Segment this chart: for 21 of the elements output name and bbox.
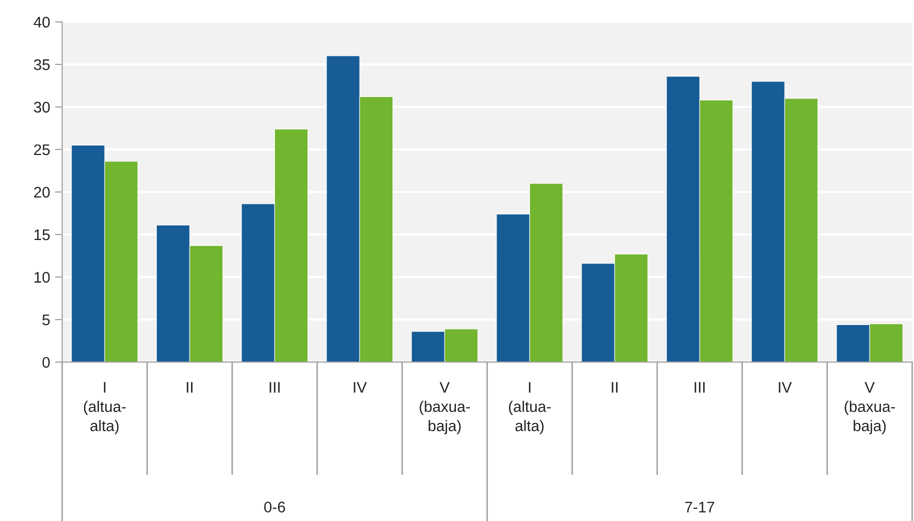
x-tick-label: III — [270, 382, 280, 393]
y-tick-label: 10 — [34, 272, 50, 283]
y-tick-label: 30 — [34, 102, 50, 113]
y-tick-label: 20 — [34, 186, 50, 198]
x-tick-label: III — [694, 382, 705, 393]
text: 0-6 — [264, 502, 286, 512]
x-tick-label: IV — [354, 382, 367, 393]
y-tick-label: 25 — [34, 144, 50, 156]
y-tick-label: 0 — [42, 356, 50, 368]
x-tick-label: V (baxua- baja) — [844, 382, 895, 434]
x-tick-label: V (baxua- baja) — [420, 382, 470, 434]
y-tick-label: 40 — [34, 16, 50, 28]
y-tick-label: 15 — [34, 230, 50, 240]
y-tick-label: 35 — [34, 59, 50, 70]
x-tick-label: II — [186, 382, 192, 393]
x-tick-label: II — [612, 382, 618, 393]
x-tick-label: I (altua- alta) — [84, 382, 126, 434]
text: 7-17 — [685, 502, 714, 512]
y-tick-label: 5 — [42, 314, 50, 326]
x-tick-label: I (altua- alta) — [508, 382, 551, 434]
x-tick-label: IV — [778, 382, 792, 393]
